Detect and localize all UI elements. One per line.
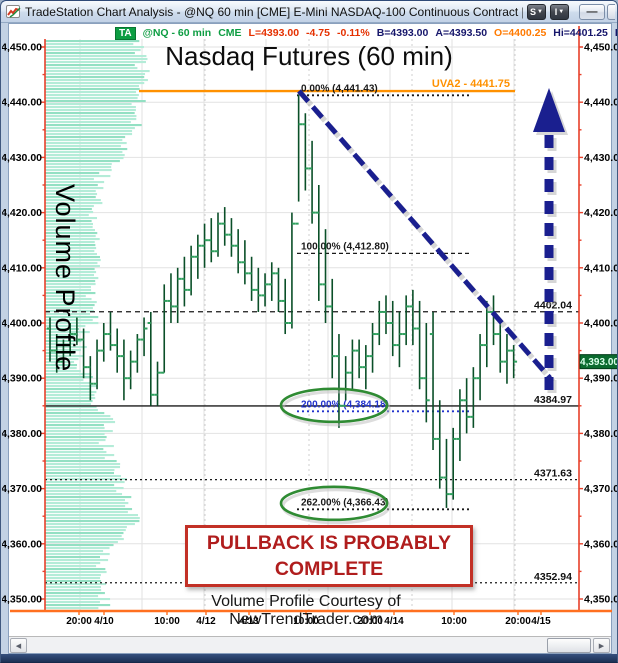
scroll-right-arrow-icon[interactable]: ▶ (593, 638, 610, 653)
low-price: Lo=4391.50 (615, 27, 617, 39)
svg-text:20:00: 20:00 (357, 616, 383, 627)
svg-text:UVA2 - 4441.75: UVA2 - 4441.75 (432, 78, 510, 90)
chart-panel: 4402.04 4384.97 4371.63 4352.94 UVA2 - 4441.… (2, 23, 617, 654)
chevron-down-icon: ▼ (537, 8, 543, 15)
insert-button[interactable]: I ▼ (550, 3, 569, 20)
exchange: CME (218, 27, 242, 39)
last-price: L=4393.00 (248, 27, 300, 39)
svg-text:4,420.00: 4,420.00 (584, 207, 618, 219)
svg-text:4,380.00: 4,380.00 (2, 428, 42, 440)
svg-text:4402.04: 4402.04 (534, 300, 572, 312)
svg-text:20:00: 20:00 (505, 616, 531, 627)
svg-text:4,350.00: 4,350.00 (2, 594, 42, 606)
svg-text:262.00% (4,366.43): 262.00% (4,366.43) (301, 497, 389, 508)
status-bar: TA @NQ - 60 min CME L=4393.00 -4.75 -0.1… (115, 26, 617, 40)
svg-text:0.00% (4,441.43): 0.00% (4,441.43) (301, 83, 378, 94)
current-price-badge: 4,393.00 (579, 354, 618, 370)
svg-text:100.00% (4,412.80): 100.00% (4,412.80) (301, 241, 389, 252)
svg-text:4/13: 4/13 (239, 616, 259, 627)
svg-text:4,360.00: 4,360.00 (584, 538, 618, 550)
minimize-button[interactable]: — (579, 3, 605, 20)
volume-profile-bars (45, 40, 150, 610)
axis-labels: 4,450.00 4,450.00 4,440.00 4,440.00 4,430.00… (2, 42, 618, 628)
svg-text:4,370.00: 4,370.00 (2, 483, 42, 495)
svg-text:4,450.00: 4,450.00 (584, 42, 618, 54)
axes (10, 26, 612, 615)
svg-text:4,430.00: 4,430.00 (2, 152, 42, 164)
window-titlebar[interactable]: TradeStation Chart Analysis - @NQ 60 min… (1, 1, 617, 23)
svg-text:4352.94: 4352.94 (534, 571, 572, 583)
svg-text:4,410.00: 4,410.00 (584, 262, 618, 274)
up-arrow[interactable] (533, 88, 568, 393)
svg-text:10:00: 10:00 (441, 616, 467, 627)
svg-text:4,400.00: 4,400.00 (584, 318, 618, 330)
svg-text:4,350.00: 4,350.00 (584, 594, 618, 606)
svg-text:4,370.00: 4,370.00 (584, 483, 618, 495)
high-price: Hi=4401.25 (553, 27, 608, 39)
bid: B=4393.00 (376, 27, 429, 39)
open-price: O=4400.25 (494, 27, 547, 39)
net-change: -4.75 (306, 27, 330, 39)
window-bottom-edge (1, 654, 617, 662)
restore-button-clipped[interactable] (607, 3, 615, 20)
svg-text:4,440.00: 4,440.00 (2, 97, 42, 109)
chevron-down-icon: ▼ (558, 8, 565, 15)
svg-text:4,410.00: 4,410.00 (2, 262, 42, 274)
svg-text:20:00: 20:00 (66, 616, 92, 627)
svg-text:4/15: 4/15 (531, 616, 551, 627)
svg-text:4,390.00: 4,390.00 (584, 373, 618, 385)
svg-text:10:00: 10:00 (154, 616, 180, 627)
trend-line[interactable] (297, 89, 556, 384)
horizontal-scrollbar[interactable]: ◀ ▶ (9, 636, 611, 653)
svg-text:4,360.00: 4,360.00 (2, 538, 42, 550)
svg-text:4,380.00: 4,380.00 (584, 428, 618, 440)
scroll-left-arrow-icon[interactable]: ◀ (10, 638, 27, 653)
svg-text:10:00: 10:00 (293, 616, 319, 627)
ask: A=4393.50 (435, 27, 488, 39)
fibonacci-levels: 0.00% (4,441.43)100.00% (4,412.80)200.00… (297, 83, 469, 511)
svg-text:4,393.00: 4,393.00 (580, 357, 618, 368)
svg-text:4371.63: 4371.63 (534, 468, 572, 480)
tradestation-app-icon (6, 5, 21, 18)
style-button[interactable]: S ▼ (527, 3, 546, 20)
svg-text:4,430.00: 4,430.00 (584, 152, 618, 164)
window-title: TradeStation Chart Analysis - @NQ 60 min… (25, 4, 523, 19)
svg-text:4,440.00: 4,440.00 (584, 97, 618, 109)
svg-text:4,390.00: 4,390.00 (2, 373, 42, 385)
ohlc-bars (46, 94, 518, 508)
svg-text:4/12: 4/12 (196, 616, 216, 627)
symbol-interval: @NQ - 60 min (142, 27, 212, 39)
svg-text:4,450.00: 4,450.00 (2, 42, 42, 54)
analysis-technique-badge[interactable]: TA (115, 26, 136, 40)
percent-change: -0.11% (336, 27, 370, 39)
svg-text:4,400.00: 4,400.00 (2, 318, 42, 330)
svg-text:4384.97: 4384.97 (534, 394, 572, 406)
annotation-ovals[interactable] (279, 387, 391, 525)
scrollbar-thumb[interactable] (547, 638, 591, 653)
svg-text:4/10: 4/10 (94, 616, 114, 627)
svg-text:4/14: 4/14 (384, 616, 404, 627)
svg-text:4,420.00: 4,420.00 (2, 207, 42, 219)
